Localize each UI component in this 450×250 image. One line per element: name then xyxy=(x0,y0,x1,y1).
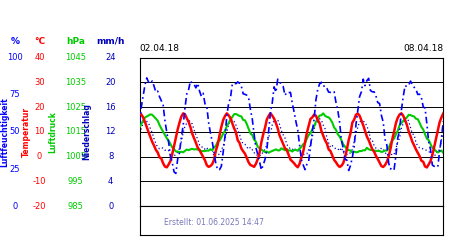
Text: 1005: 1005 xyxy=(65,152,86,161)
Text: 12: 12 xyxy=(105,128,116,136)
Text: 1035: 1035 xyxy=(65,78,86,87)
Text: mm/h: mm/h xyxy=(96,37,125,46)
Text: Luftfeuchtigkeit: Luftfeuchtigkeit xyxy=(0,97,9,167)
Text: 0: 0 xyxy=(12,202,18,211)
Text: hPa: hPa xyxy=(66,37,85,46)
Text: 4: 4 xyxy=(108,177,113,186)
Text: Erstellt: 01.06.2025 14:47: Erstellt: 01.06.2025 14:47 xyxy=(164,218,264,226)
Text: 20: 20 xyxy=(105,78,116,87)
Text: 25: 25 xyxy=(9,164,20,173)
Text: °C: °C xyxy=(34,37,45,46)
Text: Niederschlag: Niederschlag xyxy=(82,104,91,160)
Text: 1015: 1015 xyxy=(65,128,86,136)
Text: Luftdruck: Luftdruck xyxy=(49,111,58,153)
Text: %: % xyxy=(10,37,19,46)
Text: 50: 50 xyxy=(9,128,20,136)
Text: 1025: 1025 xyxy=(65,102,86,112)
Text: 16: 16 xyxy=(105,102,116,112)
Text: Temperatur: Temperatur xyxy=(22,107,31,157)
Text: 1045: 1045 xyxy=(65,53,86,62)
Text: 100: 100 xyxy=(7,53,22,62)
Text: 75: 75 xyxy=(9,90,20,99)
Text: 0: 0 xyxy=(108,202,113,211)
Text: 995: 995 xyxy=(68,177,84,186)
Text: 0: 0 xyxy=(37,152,42,161)
Text: 985: 985 xyxy=(68,202,84,211)
Text: 10: 10 xyxy=(34,128,45,136)
Text: 40: 40 xyxy=(34,53,45,62)
Text: 30: 30 xyxy=(34,78,45,87)
Text: -20: -20 xyxy=(33,202,46,211)
Text: 20: 20 xyxy=(34,102,45,112)
Text: 8: 8 xyxy=(108,152,113,161)
Text: 08.04.18: 08.04.18 xyxy=(403,44,443,53)
Text: 02.04.18: 02.04.18 xyxy=(140,44,180,53)
Text: 24: 24 xyxy=(105,53,116,62)
Text: -10: -10 xyxy=(33,177,46,186)
